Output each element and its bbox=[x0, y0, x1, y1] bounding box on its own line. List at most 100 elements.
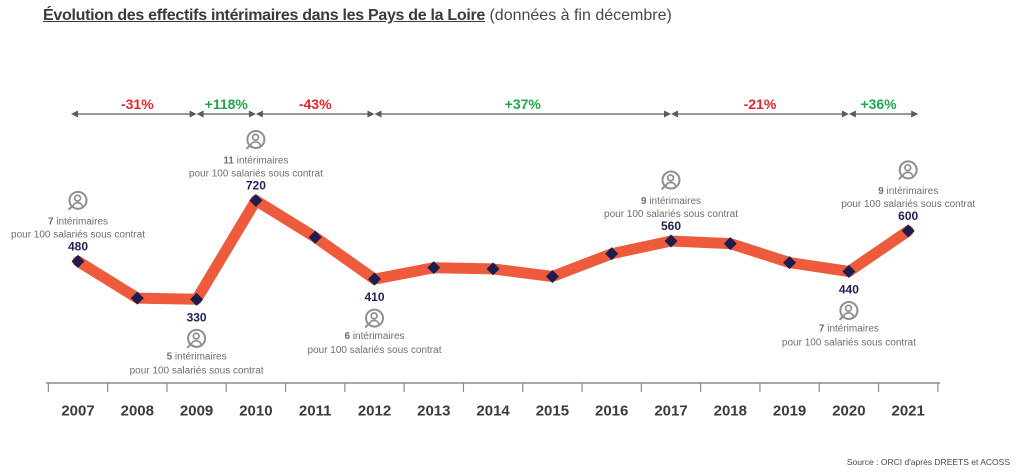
x-tick-label: 2009 bbox=[180, 403, 213, 420]
annotation-count: 7 bbox=[48, 216, 54, 227]
chart-title: Évolution des effectifs intérimaires dan… bbox=[43, 7, 486, 24]
data-label: 600 bbox=[898, 209, 918, 223]
icon-head bbox=[904, 163, 912, 172]
annotation-line-2: pour 100 salariés sous contrat bbox=[11, 229, 145, 240]
data-point-marker bbox=[249, 193, 263, 207]
annotation-count: 9 bbox=[878, 186, 884, 197]
annotation-count: 11 bbox=[223, 155, 234, 166]
annotation-line-2: pour 100 salariés sous contrat bbox=[782, 337, 916, 348]
annotation-line-1: 9 intérimaires bbox=[878, 186, 938, 197]
icon-head bbox=[192, 332, 200, 340]
icon-ring bbox=[187, 328, 207, 348]
variation: -21% bbox=[671, 96, 849, 118]
data-point-marker bbox=[486, 262, 500, 276]
arrowhead-left bbox=[848, 110, 856, 118]
icon-body bbox=[843, 312, 854, 317]
annotation-line-2: pour 100 salariés sous contrat bbox=[189, 168, 323, 179]
icon-tail bbox=[246, 144, 251, 150]
annotation-unit: intérimaires bbox=[175, 351, 227, 362]
icon-body bbox=[902, 171, 914, 177]
variation-label: +36% bbox=[860, 96, 897, 112]
annotation: 7 intérimaires pour 100 salariés sous con… bbox=[782, 300, 916, 348]
annotation: 11 intérimaires pour 100 salariés sous co… bbox=[189, 129, 323, 179]
person-icon bbox=[246, 129, 266, 150]
x-tick-label: 2007 bbox=[61, 403, 94, 420]
data-label: 560 bbox=[661, 219, 681, 233]
x-tick-label: 2016 bbox=[595, 403, 628, 420]
annotation-unit: intérimaires bbox=[56, 216, 108, 227]
icon-head bbox=[73, 194, 82, 202]
icon-body bbox=[665, 181, 677, 187]
variation: -31% bbox=[71, 96, 197, 118]
x-tick-label: 2014 bbox=[476, 403, 510, 420]
chart-subtitle: (données à fin décembre) bbox=[489, 7, 672, 24]
icon-tail bbox=[68, 205, 73, 211]
icon-tail bbox=[364, 323, 370, 328]
data-labels: 480 330 720 410 560 440 600 bbox=[68, 178, 919, 324]
arrowhead-right bbox=[189, 110, 197, 118]
arrowhead-right bbox=[664, 110, 671, 118]
arrowhead-left bbox=[255, 110, 263, 118]
annotation-line-1: 11 intérimaires bbox=[223, 155, 288, 166]
icon-body bbox=[72, 201, 84, 207]
icon-ring bbox=[661, 170, 681, 190]
source-note: Source : ORCI d'après DREETS et ACOSS bbox=[846, 457, 1010, 467]
annotation-line-2: pour 100 salariés sous contrat bbox=[130, 365, 264, 376]
annotation: 9 intérimaires pour 100 salariés sous con… bbox=[604, 170, 738, 220]
annotation-line-2: pour 100 salariés sous contrat bbox=[841, 199, 975, 210]
arrowhead-left bbox=[671, 110, 678, 118]
data-point-marker bbox=[190, 292, 204, 306]
variation-arrows: -31% +118% -43% +37% -21% +36% bbox=[71, 96, 919, 118]
person-icon bbox=[186, 328, 207, 349]
data-label: 440 bbox=[839, 282, 859, 296]
annotation-count: 9 bbox=[641, 196, 647, 207]
data-label: 720 bbox=[246, 178, 266, 192]
annotations: 7 intérimaires pour 100 salariés sous con… bbox=[11, 129, 975, 376]
variation-label: -31% bbox=[121, 96, 154, 112]
x-tick-label: 2012 bbox=[358, 403, 391, 420]
icon-tail bbox=[839, 315, 844, 321]
annotation-line-2: pour 100 salariés sous contrat bbox=[604, 209, 738, 220]
arrowhead-right bbox=[248, 110, 256, 118]
arrowhead-right bbox=[911, 110, 919, 118]
data-label: 330 bbox=[187, 310, 207, 324]
icon-head bbox=[844, 304, 853, 313]
x-tick-label: 2017 bbox=[654, 403, 687, 420]
person-icon bbox=[898, 160, 918, 180]
variation: +37% bbox=[374, 96, 671, 118]
data-point-marker bbox=[842, 264, 856, 278]
data-label: 480 bbox=[68, 239, 88, 253]
arrowhead-right bbox=[367, 110, 375, 118]
annotation-unit: intérimaires bbox=[237, 155, 289, 166]
annotation: 5 intérimaires pour 100 salariés sous con… bbox=[130, 328, 264, 376]
x-tick-label: 2013 bbox=[417, 403, 450, 420]
icon-head bbox=[370, 312, 378, 320]
variation-label: -21% bbox=[744, 96, 777, 112]
x-tick-label: 2019 bbox=[773, 403, 806, 420]
arrowhead-left bbox=[196, 110, 204, 118]
x-tick-label: 2008 bbox=[121, 403, 154, 420]
person-icon bbox=[839, 300, 859, 321]
variation-label: -43% bbox=[299, 96, 332, 112]
arrowhead-left bbox=[374, 110, 382, 118]
arrowhead-left bbox=[71, 110, 78, 118]
icon-ring bbox=[246, 129, 266, 149]
variation: +36% bbox=[848, 96, 919, 118]
x-tick-label: 2021 bbox=[892, 403, 925, 420]
annotation-line-1: 7 intérimaires bbox=[48, 216, 108, 227]
series-line bbox=[72, 195, 914, 305]
annotation: 7 intérimaires pour 100 salariés sous con… bbox=[11, 190, 145, 240]
icon-tail bbox=[186, 343, 192, 349]
icon-tail bbox=[898, 175, 904, 180]
person-icon bbox=[364, 308, 384, 328]
person-icon bbox=[661, 170, 681, 190]
variation-label: +37% bbox=[505, 96, 542, 112]
data-point-marker bbox=[783, 256, 797, 270]
icon-tail bbox=[661, 185, 666, 190]
person-icon bbox=[68, 190, 88, 211]
annotation-line-1: 6 intérimaires bbox=[344, 331, 404, 342]
data-label: 410 bbox=[364, 290, 384, 304]
icon-ring bbox=[898, 160, 918, 180]
